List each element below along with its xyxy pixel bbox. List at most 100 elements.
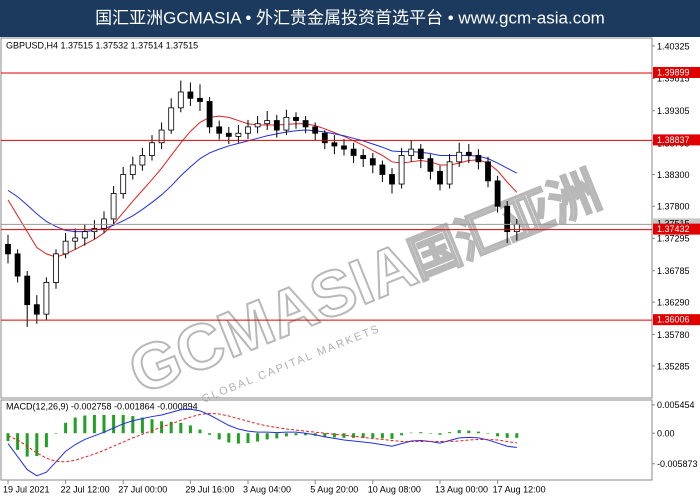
level-label: 1.36006 xyxy=(657,315,690,325)
macd-bar xyxy=(380,433,384,439)
x-tick-label: 29 Jul 16:00 xyxy=(185,484,234,494)
macd-bar xyxy=(131,416,135,434)
candle-body xyxy=(43,282,50,315)
macd-bar xyxy=(112,415,116,434)
x-tick-label: 22 Jul 12:00 xyxy=(61,484,110,494)
candle-body xyxy=(187,91,194,99)
candle-body xyxy=(129,164,136,175)
candle-body xyxy=(321,132,328,144)
candle-body xyxy=(331,142,338,147)
macd-bar xyxy=(496,433,500,437)
macd-bar xyxy=(400,433,404,436)
candle-body xyxy=(293,116,299,121)
y-tick-label: 1.37295 xyxy=(657,234,690,244)
macd-bar xyxy=(275,433,279,439)
macd-bar xyxy=(150,419,154,434)
macd-bar xyxy=(515,433,519,438)
macd-bar xyxy=(25,433,29,457)
candle-body xyxy=(302,120,309,128)
candle-body xyxy=(475,155,482,163)
candle-body xyxy=(101,218,107,229)
level-label: 1.38837 xyxy=(657,135,690,145)
macd-bar xyxy=(179,422,183,434)
y-tick-label: 1.36785 xyxy=(657,266,690,276)
macd-bar xyxy=(428,433,432,434)
macd-bar xyxy=(92,415,96,434)
candle-body xyxy=(245,126,251,134)
candle-body xyxy=(197,97,203,102)
x-tick-label: 19 Jul 2021 xyxy=(3,484,50,494)
macd-bar xyxy=(140,417,144,434)
x-tick-label: 5 Aug 20:00 xyxy=(310,484,358,494)
candle-body xyxy=(5,243,11,255)
macd-bar xyxy=(476,431,480,434)
x-tick-label: 3 Aug 04:00 xyxy=(243,484,291,494)
x-tick-label: 27 Jul 00:00 xyxy=(118,484,167,494)
candle-body xyxy=(504,205,511,233)
macd-info: MACD(12,26,9) -0.002758 -0.001864 -0.000… xyxy=(6,401,198,411)
candle-body xyxy=(110,193,117,220)
y-tick-label: 1.39305 xyxy=(657,106,690,116)
candle-body xyxy=(341,145,347,150)
symbol-info: GBPUSD,H4 1.37515 1.37532 1.37514 1.3751… xyxy=(6,40,198,50)
candle-body xyxy=(81,231,88,239)
x-tick-label: 17 Aug 12:00 xyxy=(493,484,546,494)
y-tick-label: 1.35780 xyxy=(657,330,690,340)
candle-body xyxy=(33,304,40,315)
macd-bar xyxy=(236,433,240,444)
candle-body xyxy=(437,170,443,185)
candle-body xyxy=(408,148,415,156)
candle-body xyxy=(72,237,79,242)
candle-body xyxy=(494,180,501,207)
macd-bar xyxy=(246,433,250,444)
macd-bar xyxy=(419,432,423,434)
macd-bar xyxy=(16,433,20,450)
macd-bar xyxy=(208,433,212,435)
macd-bar xyxy=(284,433,288,437)
macd-bar xyxy=(294,433,298,436)
candle-body xyxy=(465,151,472,156)
watermark: GCMASIA 国汇亚洲 GLOBAL CAPITAL MARKETS xyxy=(118,161,609,409)
candle-body xyxy=(427,158,434,172)
banner-text: 国汇亚洲GCMASIA • 外汇贵金属投资首选平台 • www.gcm-asia… xyxy=(95,8,605,27)
candle-body xyxy=(149,142,155,156)
macd-bar xyxy=(54,433,58,434)
y-tick-label: -0.005873 xyxy=(657,459,698,469)
candle-body xyxy=(446,161,453,185)
candle-body xyxy=(168,107,175,131)
macd-bar xyxy=(486,433,490,434)
macd-bar xyxy=(352,433,356,438)
candle-body xyxy=(369,158,376,166)
candle-body xyxy=(264,120,271,125)
macd-bar xyxy=(6,433,10,441)
macd-bar xyxy=(217,433,221,440)
candle-body xyxy=(417,148,424,160)
level-box xyxy=(653,66,700,78)
candle-body xyxy=(389,174,395,185)
candle-body xyxy=(254,123,261,128)
candle-body xyxy=(225,132,232,137)
candle-body xyxy=(283,116,290,131)
macd-bar xyxy=(448,432,452,434)
level-box xyxy=(653,314,700,326)
macd-bar xyxy=(73,417,77,434)
x-tick-label: 10 Aug 08:00 xyxy=(368,484,421,494)
macd-bar xyxy=(323,433,327,437)
candle-body xyxy=(273,120,280,131)
y-tick-label: 1.35285 xyxy=(657,361,690,371)
macd-bar xyxy=(83,415,87,434)
y-tick-label: 1.40325 xyxy=(657,41,690,51)
banner xyxy=(0,0,700,37)
candle-body xyxy=(139,155,146,166)
watermark-brand: GCMASIA xyxy=(119,228,426,408)
y-tick-label: 1.38300 xyxy=(657,170,690,180)
macd-bar xyxy=(371,433,375,438)
macd-bar xyxy=(198,429,202,434)
macd-line xyxy=(7,412,517,463)
macd-bar xyxy=(188,425,192,434)
macd-bar xyxy=(64,422,68,434)
candle-body xyxy=(216,126,223,134)
candle-body xyxy=(379,164,386,175)
